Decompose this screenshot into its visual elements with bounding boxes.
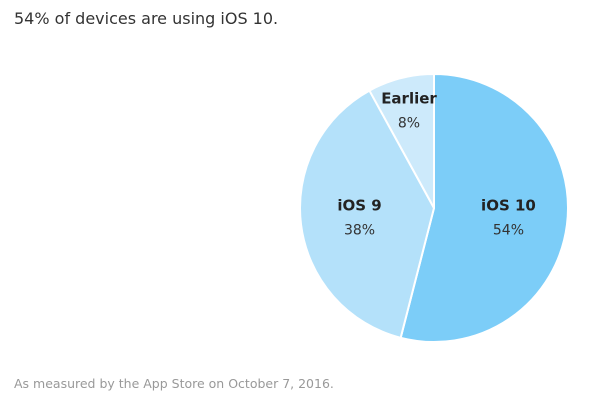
slice-label: Earlier bbox=[381, 90, 437, 108]
slice-label: iOS 10 bbox=[481, 196, 536, 214]
pie-slice bbox=[399, 72, 569, 343]
pie-slice bbox=[299, 89, 436, 340]
footnote: As measured by the App Store on October … bbox=[14, 376, 334, 391]
value-label: 38% bbox=[344, 222, 375, 238]
pie-slice bbox=[368, 72, 435, 209]
value-label: 54% bbox=[493, 222, 524, 238]
chart-title: 54% of devices are using iOS 10. bbox=[14, 9, 278, 28]
value-label: 8% bbox=[398, 116, 420, 132]
slice-label: iOS 9 bbox=[337, 196, 381, 214]
